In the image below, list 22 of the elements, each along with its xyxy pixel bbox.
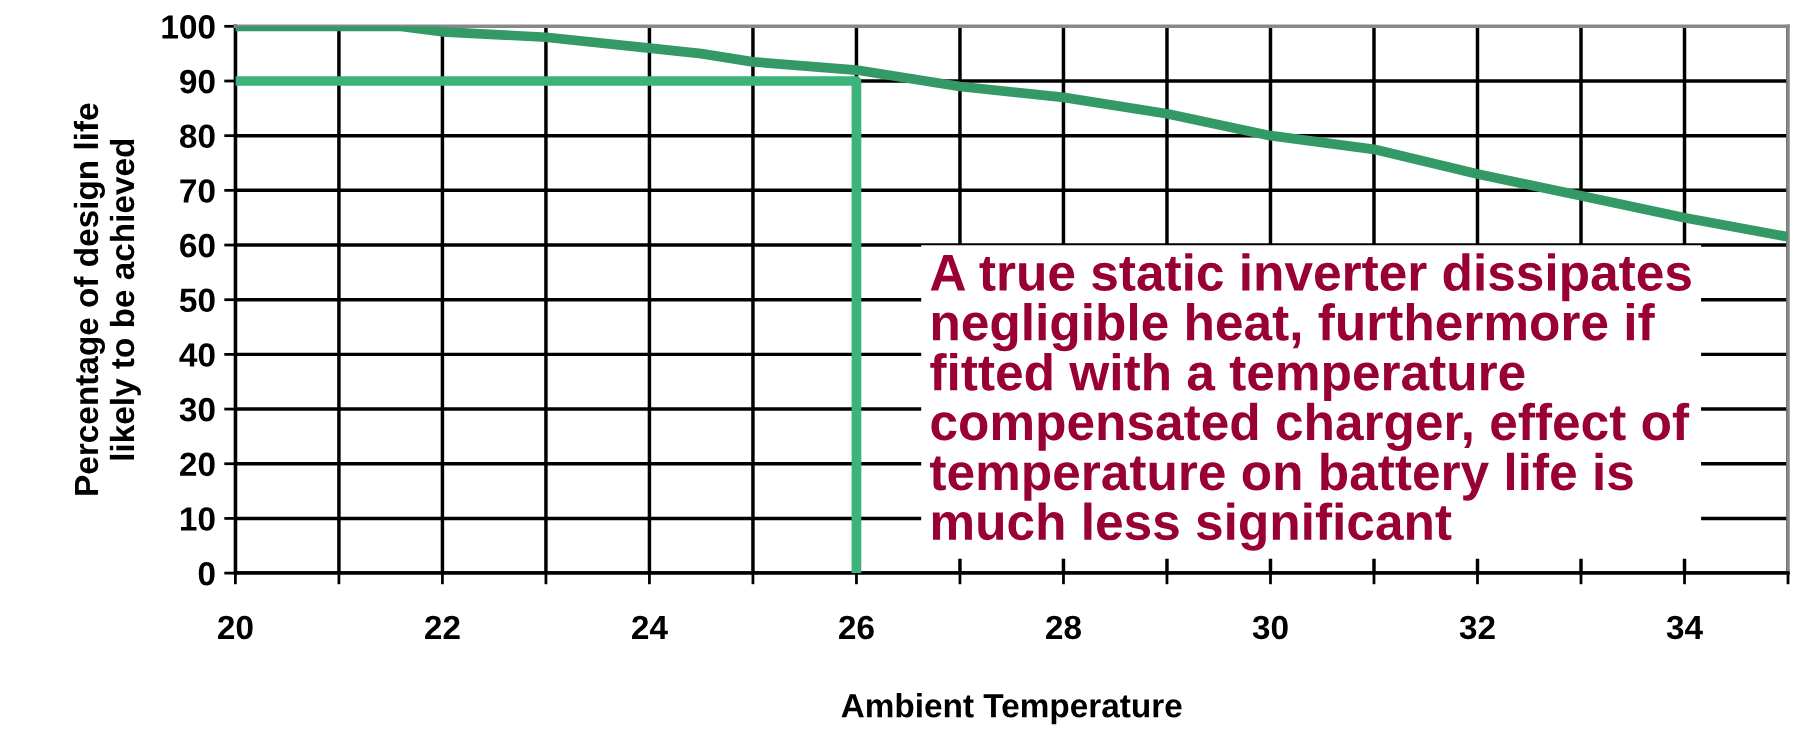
y-tick-label: 20	[180, 452, 215, 477]
x-tick-label: 34	[1666, 615, 1703, 640]
y-tick-label: 40	[179, 343, 215, 367]
x-tick-label: 28	[1046, 615, 1081, 640]
x-tick-label: 26	[839, 615, 874, 640]
x-axis-title: Ambient Temperature	[841, 693, 1182, 725]
y-tick-label: 90	[180, 69, 215, 94]
annotation: A true static inverter dissipates negligible heat, furthermore if fitted with a temperature compensated charger, effect of temperature on battery life is much less significant	[930, 253, 1691, 551]
y-tick-label: 70	[180, 179, 215, 203]
x-tick-label: 22	[425, 615, 460, 639]
x-tick-label: 20	[218, 615, 253, 640]
y-tick-label: 60	[180, 233, 215, 258]
y-axis-title: Percentage of design life likely to be achieved	[73, 103, 141, 495]
y-tick-label: 0	[198, 561, 215, 586]
x-tick-label: 24	[632, 615, 668, 639]
x-tick-label: 30	[1252, 615, 1288, 640]
x-tick-label: 32	[1459, 615, 1495, 640]
y-tick-label: 80	[179, 124, 215, 149]
y-tick-label: 50	[179, 288, 215, 313]
y-tick-label: 10	[180, 507, 215, 531]
y-tick-label: 30	[179, 397, 215, 422]
y-tick-label: 100	[162, 15, 215, 39]
